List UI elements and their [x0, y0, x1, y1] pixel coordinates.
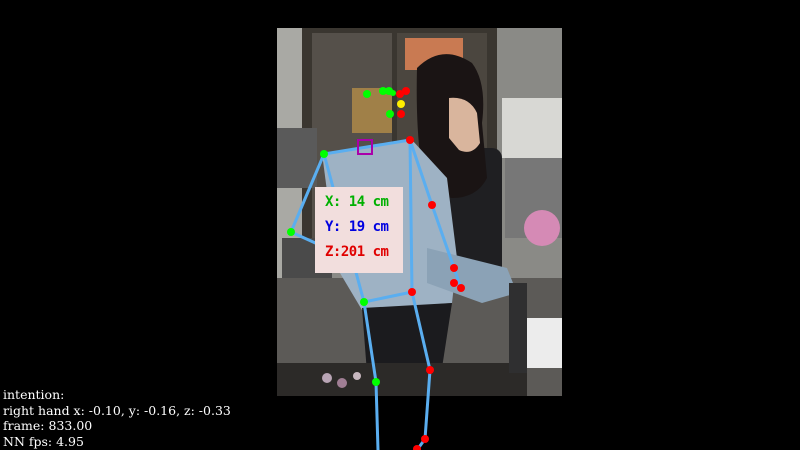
bone-right-upper-arm	[408, 138, 434, 207]
bone-left-shin	[374, 380, 380, 450]
bone-right-shin	[423, 368, 432, 441]
keypoint-dot-icon	[402, 87, 410, 95]
keypoint-dot-icon	[372, 378, 380, 386]
keypoint-dot-icon	[396, 90, 404, 98]
keypoint-dot-icon	[379, 87, 387, 95]
frame-counter: frame: 833.00	[3, 418, 93, 433]
keypoint-dot-icon	[390, 90, 396, 96]
right-hand-readout: right hand x: -0.10, y: -0.16, z: -0.33	[3, 402, 231, 418]
info-panel: intention: right hand x: -0.10, y: -0.16…	[3, 387, 231, 449]
keypoint-dot-icon	[386, 110, 394, 118]
keypoint-dot-icon	[421, 435, 429, 443]
bone-shoulders	[322, 138, 412, 156]
body-keypoints	[287, 136, 465, 450]
coordinate-y-label: Y: 19 cm	[325, 219, 389, 235]
coordinate-x-label: X: 14 cm	[325, 194, 389, 210]
bone-left-upper-arm	[289, 152, 326, 234]
coordinate-z-label: Z:201 cm	[325, 244, 389, 260]
keypoint-dot-icon	[413, 445, 421, 450]
keypoint-dot-icon	[450, 264, 458, 272]
bone-hips	[362, 290, 414, 304]
keypoint-dot-icon	[408, 288, 416, 296]
fps-readout: NN fps: 4.95	[3, 433, 84, 449]
keypoint-dot-icon	[397, 110, 405, 118]
keypoint-dot-icon	[320, 150, 328, 158]
bone-right-thigh	[410, 290, 432, 372]
coordinate-box: X: 14 cm Y: 19 cm Z:201 cm	[315, 187, 403, 273]
square-marker-icon	[357, 139, 373, 155]
bone-left-thigh	[362, 300, 378, 384]
keypoint-dot-icon	[428, 201, 436, 209]
keypoint-dot-icon	[457, 284, 465, 292]
keypoint-dot-icon	[426, 366, 434, 374]
keypoint-dot-icon	[363, 90, 371, 98]
keypoint-dot-icon	[450, 279, 458, 287]
bone-right-torso	[408, 138, 414, 294]
face-keypoints	[363, 87, 410, 118]
skeleton-bones	[289, 138, 463, 450]
keypoint-dot-icon	[397, 100, 405, 108]
bone-right-forearm	[430, 203, 456, 270]
keypoint-dot-icon	[360, 298, 368, 306]
keypoint-dot-icon	[406, 136, 414, 144]
keypoint-dot-icon	[287, 228, 295, 236]
intention-label: intention:	[3, 387, 65, 402]
